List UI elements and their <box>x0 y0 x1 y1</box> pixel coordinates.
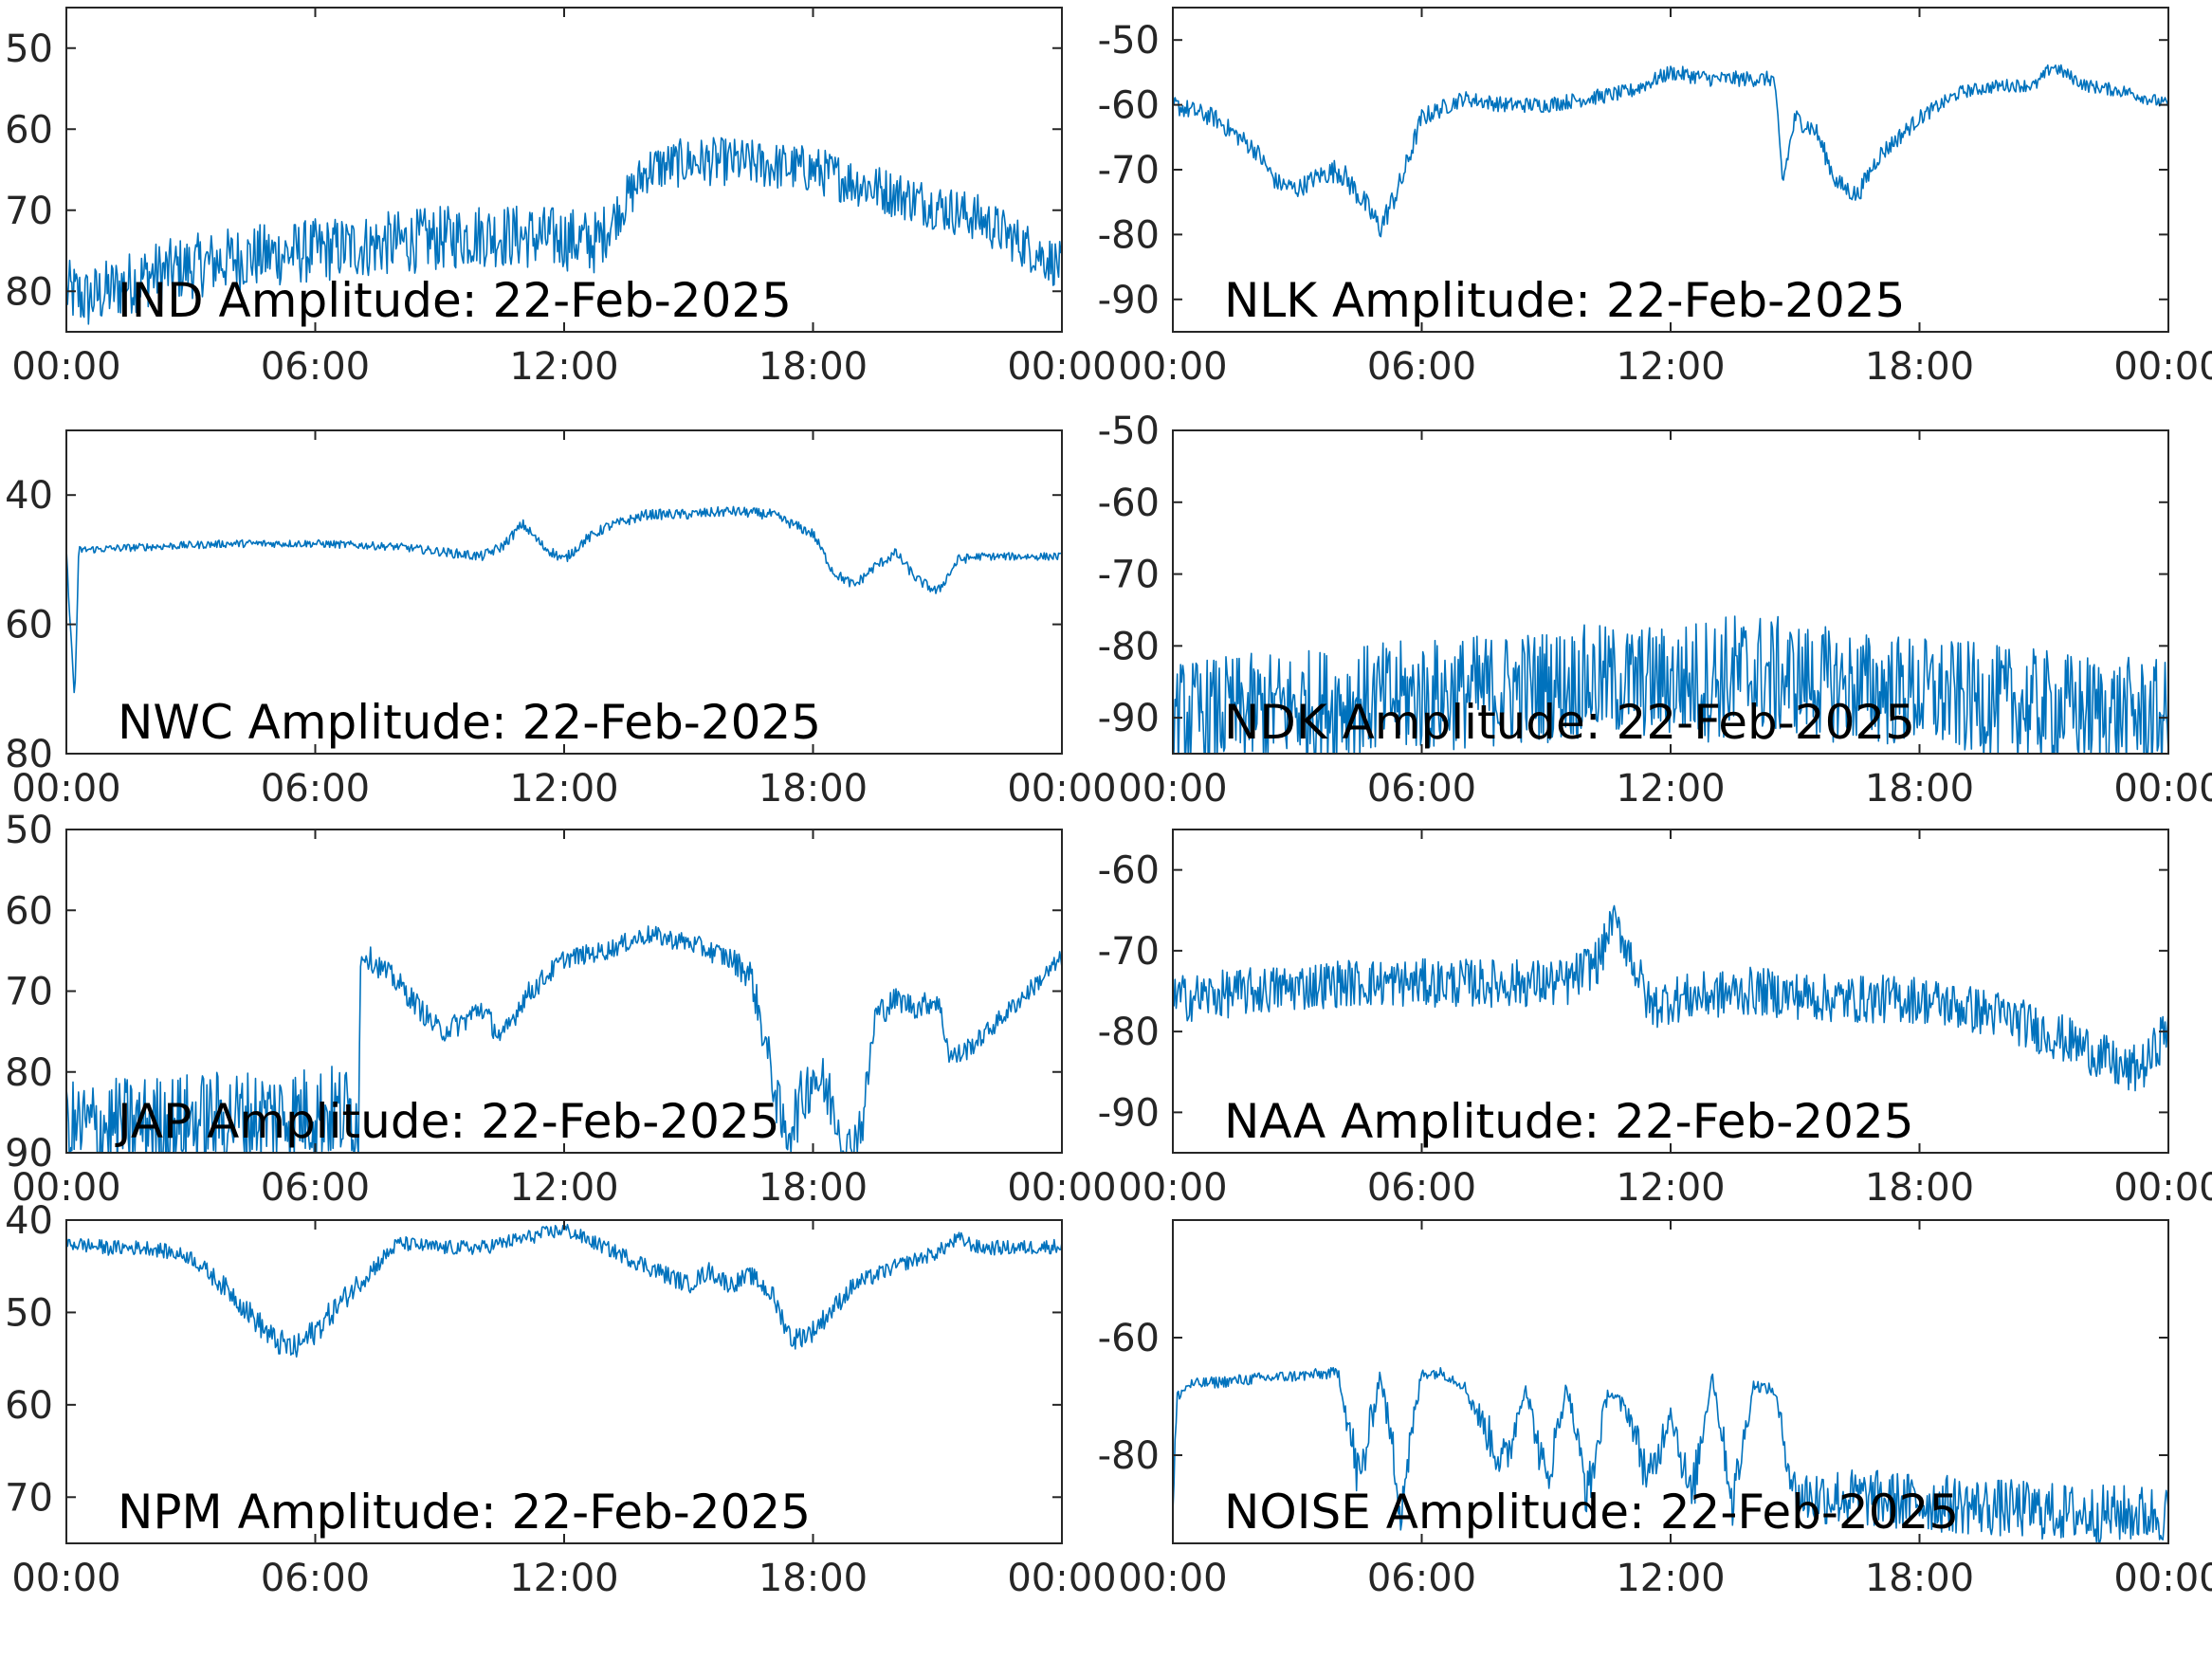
y-tick-label: -90 <box>1098 697 1160 740</box>
y-tick-label: 90 <box>5 1132 53 1176</box>
y-tick-label: 80 <box>5 270 53 314</box>
x-tick-label: 18:00 <box>759 1166 868 1210</box>
panel-ndk: 00:00 06:00 12:00 18:00 00:00 -50 -60 -70 -80 -90… <box>1098 410 2212 811</box>
x-tick-label: 00:00 <box>2113 345 2212 389</box>
panel-title: NLK Amplitude: 22-Feb-2025 <box>1224 273 1905 328</box>
y-tick-label: -60 <box>1098 1317 1160 1360</box>
series-line <box>66 505 1062 694</box>
panel-ind: 00:00 06:00 12:00 18:00 00:00 50 60 70 80 IND Amp… <box>5 7 1117 389</box>
x-tick-label: 00:00 <box>2113 1166 2212 1210</box>
x-tick-label: 12:00 <box>1616 1166 1725 1210</box>
panel-title: NDK Amplitude: 22-Feb-2025 <box>1224 695 1915 750</box>
series-line <box>1173 904 2168 1092</box>
x-tick-label: 06:00 <box>1367 1557 1476 1600</box>
x-tick-label: 06:00 <box>261 1557 370 1600</box>
x-tick-label: 18:00 <box>1865 767 1974 811</box>
x-tick-label: 18:00 <box>1865 1557 1974 1600</box>
x-tick-label: 00:00 <box>1118 1166 1227 1210</box>
x-tick-label: 00:00 <box>11 767 120 811</box>
panel-nwc: 00:00 06:00 12:00 18:00 00:00 40 60 80 NWC Ampli… <box>5 429 1117 811</box>
y-tick-label: -80 <box>1098 625 1160 668</box>
series-line <box>66 1224 1062 1358</box>
x-tick-label: 00:00 <box>1007 767 1116 811</box>
x-tick-label: 00:00 <box>1118 1557 1227 1600</box>
x-tick-label: 12:00 <box>509 345 618 389</box>
y-tick-label: 60 <box>5 1384 53 1428</box>
y-tick-label: -50 <box>1098 19 1160 63</box>
x-tick-label: 00:00 <box>11 1166 120 1210</box>
x-tick-label: 00:00 <box>2113 1557 2212 1600</box>
x-tick-label: 00:00 <box>1007 1557 1116 1600</box>
panel-jap: 00:00 06:00 12:00 18:00 00:00 50 60 70 80 90 JAP A… <box>5 809 1117 1210</box>
y-tick-label: 80 <box>5 733 53 776</box>
x-tick-label: 18:00 <box>759 345 868 389</box>
panel-nlk: 00:00 06:00 12:00 18:00 00:00 -50 -60 -70 -80 -90… <box>1098 7 2212 389</box>
x-tick-label: 12:00 <box>509 1557 618 1600</box>
panel-title: IND Amplitude: 22-Feb-2025 <box>118 273 792 328</box>
y-tick-label: -60 <box>1098 849 1160 893</box>
panel-npm: 00:00 06:00 12:00 18:00 00:00 40 50 60 70 NPM Amp… <box>5 1199 1117 1600</box>
x-tick-label: 06:00 <box>261 1166 370 1210</box>
y-tick-label: -70 <box>1098 554 1160 597</box>
y-tick-label: -80 <box>1098 1434 1160 1478</box>
series-line <box>1173 1366 2168 1543</box>
x-tick-label: 00:00 <box>1118 767 1227 811</box>
x-tick-label: 06:00 <box>261 767 370 811</box>
y-tick-label: -70 <box>1098 149 1160 192</box>
panel-title: NWC Amplitude: 22-Feb-2025 <box>118 695 821 750</box>
y-tick-label: 50 <box>5 809 53 852</box>
panel-title: JAP Amplitude: 22-Feb-2025 <box>115 1094 780 1149</box>
x-tick-label: 18:00 <box>759 767 868 811</box>
y-tick-label: -90 <box>1098 1091 1160 1135</box>
y-tick-label: 60 <box>5 604 53 647</box>
y-tick-label: 80 <box>5 1051 53 1095</box>
panel-naa: 00:00 06:00 12:00 18:00 00:00 -60 -70 -80 -90 NAA… <box>1098 829 2212 1210</box>
y-tick-label: 50 <box>5 27 53 71</box>
y-tick-label: -90 <box>1098 279 1160 322</box>
y-tick-label: 60 <box>5 889 53 933</box>
x-tick-label: 00:00 <box>1007 345 1116 389</box>
x-tick-label: 06:00 <box>1367 1166 1476 1210</box>
y-tick-label: 70 <box>5 190 53 233</box>
x-tick-label: 18:00 <box>759 1557 868 1600</box>
x-tick-label: 06:00 <box>261 345 370 389</box>
y-tick-label: 70 <box>5 1476 53 1520</box>
y-tick-label: 60 <box>5 108 53 152</box>
x-tick-label: 18:00 <box>1865 1166 1974 1210</box>
x-tick-label: 06:00 <box>1367 767 1476 811</box>
x-tick-label: 12:00 <box>1616 345 1725 389</box>
series-line <box>1173 64 2168 238</box>
panel-title: NOISE Amplitude: 22-Feb-2025 <box>1224 1485 1959 1540</box>
y-tick-label: -60 <box>1098 84 1160 128</box>
x-tick-label: 12:00 <box>509 767 618 811</box>
panel-noise: 00:00 06:00 12:00 18:00 00:00 -60 -80 NOISE Amp… <box>1098 1219 2212 1600</box>
x-tick-label: 00:00 <box>11 1557 120 1600</box>
x-tick-label: 12:00 <box>509 1166 618 1210</box>
x-tick-label: 00:00 <box>1007 1166 1116 1210</box>
y-tick-label: -80 <box>1098 1011 1160 1054</box>
y-tick-label: -70 <box>1098 930 1160 974</box>
x-tick-label: 18:00 <box>1865 345 1974 389</box>
y-tick-label: -60 <box>1098 482 1160 525</box>
y-tick-label: -50 <box>1098 410 1160 453</box>
x-tick-label: 12:00 <box>1616 1557 1725 1600</box>
series-line <box>1173 615 2168 754</box>
x-tick-label: 00:00 <box>2113 767 2212 811</box>
y-tick-label: 40 <box>5 474 53 518</box>
y-tick-label: 40 <box>5 1199 53 1243</box>
panel-title: NPM Amplitude: 22-Feb-2025 <box>118 1485 811 1540</box>
x-tick-label: 00:00 <box>1118 345 1227 389</box>
x-tick-label: 00:00 <box>11 345 120 389</box>
x-tick-label: 06:00 <box>1367 345 1476 389</box>
y-tick-label: 50 <box>5 1291 53 1335</box>
y-tick-label: -80 <box>1098 213 1160 257</box>
series-line <box>66 137 1062 325</box>
x-tick-label: 12:00 <box>1616 767 1725 811</box>
y-tick-label: 70 <box>5 971 53 1014</box>
panel-title: NAA Amplitude: 22-Feb-2025 <box>1224 1094 1914 1149</box>
series-line <box>66 925 1062 1153</box>
